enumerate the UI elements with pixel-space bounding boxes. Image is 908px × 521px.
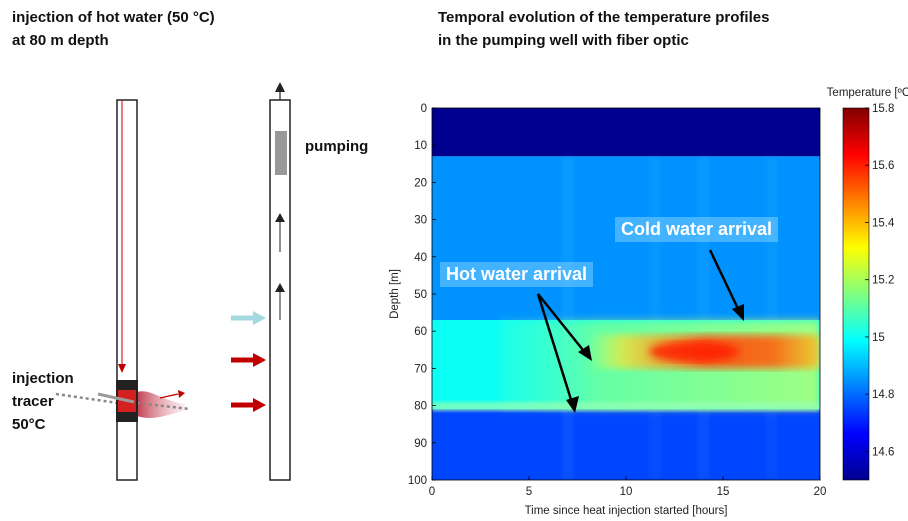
- pump: [275, 131, 287, 175]
- injection-label-line1: injection: [12, 370, 74, 387]
- cyan-arrow-icon: [253, 311, 266, 325]
- up-arrow-icon: [275, 82, 285, 92]
- y-tick-label: 0: [421, 103, 427, 115]
- left-title-line1: injection of hot water (50 °C): [12, 9, 215, 26]
- colorbar-tick-label: 14.6: [872, 446, 894, 458]
- hot-water-annotation: Hot water arrival: [440, 262, 594, 287]
- y-tick-label: 20: [414, 177, 427, 189]
- red-arrow-icon: [253, 353, 266, 367]
- y-tick-label: 50: [414, 289, 427, 301]
- annotation-arrows: [536, 249, 744, 413]
- up-arrow-icon: [275, 283, 285, 292]
- y-tick-label: 30: [414, 215, 427, 227]
- pumping-label: pumping: [305, 138, 369, 155]
- x-axis: 0 5 10 15 20: [429, 476, 827, 498]
- hot-zone-core: [648, 341, 739, 362]
- colorbar-tick-label: 15.4: [872, 217, 895, 229]
- y-tick-label: 40: [414, 252, 427, 264]
- y-tick-label: 90: [414, 438, 427, 450]
- colorbar-label: Temperature [ºC]: [827, 87, 908, 99]
- x-axis-label: Time since heat injection started [hours…: [525, 505, 728, 517]
- colorbar-tick-label: 14.8: [872, 389, 894, 401]
- colorbar: [842, 107, 870, 481]
- x-tick-label: 0: [429, 486, 435, 498]
- y-tick-label: 70: [414, 363, 427, 375]
- inflow-arrows: [231, 311, 266, 412]
- cold-water-annotation: Cold water arrival: [615, 217, 779, 242]
- colorbar-ticks: 14.6 14.8 15 15.2 15.4 15.6 15.8: [865, 103, 895, 458]
- x-tick-label: 20: [814, 486, 827, 498]
- colorbar-tick-label: 15.6: [872, 160, 894, 172]
- temperature-band-1: [432, 156, 820, 321]
- x-tick-label: 10: [620, 486, 633, 498]
- y-axis: 0 10 20 30 40 50 60 70 80 90 100: [408, 103, 436, 487]
- y-tick-label: 80: [414, 401, 427, 413]
- y-tick-label: 10: [414, 140, 427, 152]
- heatmap-chart: 0 5 10 15 20 0 10 20 30 40 50 60 70 80 90 100 Time sin…: [389, 87, 908, 517]
- y-tick-label: 60: [414, 326, 427, 338]
- heatmap-image: [432, 108, 820, 480]
- pumping-well: [269, 82, 291, 481]
- colorbar-tick-label: 15.2: [872, 275, 894, 287]
- left-title: injection of hot water (50 °C) at 80 m d…: [12, 6, 215, 52]
- temperature-band-0: [432, 108, 820, 157]
- colorbar-tick-label: 15.8: [872, 103, 894, 115]
- chart-title-line1: Temporal evolution of the temperature pr…: [438, 9, 770, 26]
- chart-title-line2: in the pumping well with fiber optic: [438, 32, 689, 49]
- injection-label-line3: 50°C: [12, 416, 46, 433]
- x-tick-label: 5: [526, 486, 532, 498]
- injection-label: injection tracer 50°C: [12, 367, 74, 436]
- up-arrow-icon: [275, 213, 285, 222]
- injection-label-line2: tracer: [12, 393, 54, 410]
- x-tick-label: 15: [717, 486, 730, 498]
- y-axis-label: Depth [m]: [389, 269, 401, 319]
- red-arrow-icon: [253, 398, 266, 412]
- texture-streak: [649, 156, 662, 480]
- left-title-line2: at 80 m depth: [12, 32, 109, 49]
- texture-streak: [697, 156, 710, 480]
- temperature-band-3: [432, 409, 820, 480]
- warm-edge: [432, 401, 820, 412]
- texture-streak: [561, 156, 574, 480]
- colorbar-tick-label: 15: [872, 332, 885, 344]
- texture-streak: [765, 156, 778, 480]
- y-tick-label: 100: [408, 475, 427, 487]
- chart-title: Temporal evolution of the temperature pr…: [438, 6, 769, 52]
- injection-well: [55, 99, 191, 481]
- wells-diagram: [55, 82, 291, 481]
